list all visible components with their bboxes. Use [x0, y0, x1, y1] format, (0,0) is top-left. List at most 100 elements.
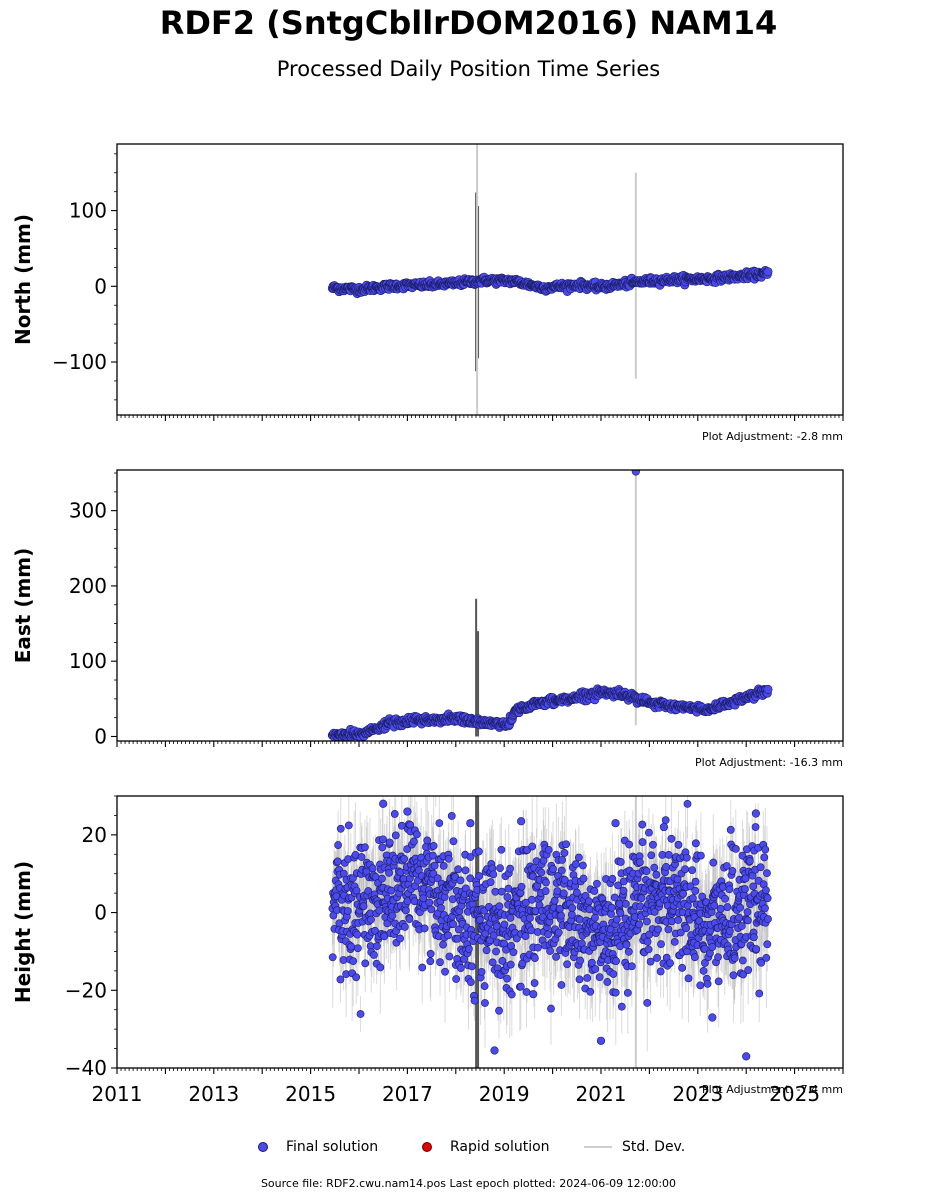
- x-tick-label: 2015: [285, 1082, 336, 1106]
- chart-subtitle: Processed Daily Position Time Series: [276, 57, 661, 81]
- final-solution-point: [674, 840, 683, 849]
- final-solution-outlier: [379, 799, 388, 808]
- final-solution-point: [722, 862, 731, 870]
- final-solution-point: [661, 816, 670, 825]
- final-solution-point: [379, 835, 387, 844]
- final-solution-point: [560, 849, 569, 857]
- final-solution-point: [444, 931, 452, 940]
- final-solution-point: [429, 851, 437, 860]
- final-solution-point: [591, 965, 600, 973]
- final-solution-point: [607, 903, 616, 912]
- final-solution-point: [726, 825, 735, 834]
- final-solution-point: [557, 866, 566, 875]
- final-solution-point: [356, 1010, 365, 1018]
- final-solution-point: [738, 956, 747, 965]
- final-solution-point: [537, 868, 546, 877]
- final-solution-point: [495, 1006, 503, 1015]
- final-solution-point: [352, 973, 361, 982]
- final-solution-point: [622, 940, 631, 949]
- final-solution-point: [500, 920, 509, 929]
- final-solution-point: [654, 925, 662, 934]
- final-solution-point: [595, 973, 604, 982]
- final-solution-point: [552, 952, 560, 961]
- y-tick-label: 0: [94, 901, 107, 925]
- final-solution-point: [616, 858, 625, 866]
- final-solution-point: [541, 887, 550, 895]
- final-solution-point: [563, 960, 572, 969]
- final-solution-point: [571, 860, 580, 869]
- final-solution-point: [467, 962, 476, 971]
- final-solution-point: [464, 945, 473, 953]
- final-solution-point: [688, 866, 697, 875]
- final-solution-point: [760, 853, 769, 862]
- final-solution-point: [449, 837, 458, 846]
- y-tick-label: 0: [94, 274, 107, 298]
- final-solution-point: [437, 904, 445, 912]
- final-solution-point: [575, 975, 584, 984]
- final-solution-point: [743, 908, 752, 916]
- x-tick-label: 2021: [576, 1082, 627, 1106]
- final-solution-point: [583, 974, 592, 982]
- final-solution-point: [353, 944, 362, 953]
- x-tick-label: 2023: [672, 1082, 723, 1106]
- y-tick-label: −20: [65, 978, 107, 1002]
- final-solution-point: [716, 904, 725, 913]
- final-solution-point: [445, 952, 454, 961]
- final-solution-point: [456, 964, 465, 972]
- final-solution-point: [647, 851, 656, 860]
- final-solution-point: [509, 948, 518, 957]
- final-solution-point: [390, 810, 399, 818]
- final-solution-point: [657, 940, 665, 949]
- final-solution-point: [409, 837, 418, 846]
- final-solution-point: [454, 865, 463, 874]
- final-solution-point: [528, 842, 537, 851]
- final-solution-point: [361, 843, 369, 852]
- final-solution-point: [575, 915, 584, 924]
- final-solution-point: [574, 853, 583, 862]
- final-solution-point: [744, 966, 753, 974]
- final-solution-point: [714, 953, 722, 962]
- final-solution-point: [560, 875, 569, 884]
- final-solution-point: [528, 895, 536, 904]
- final-solution-point: [388, 911, 397, 920]
- final-solution-point: [676, 928, 685, 937]
- final-solution-point: [652, 870, 661, 879]
- final-solution-point: [441, 967, 449, 976]
- final-solution-outlier: [490, 1046, 499, 1055]
- final-solution-point: [466, 853, 475, 861]
- final-solution-point: [423, 836, 432, 845]
- final-solution-point: [498, 956, 507, 965]
- final-solution-point: [436, 958, 444, 967]
- panel-north: −100 0 100 North (mm) Plot Adjustment: -2.8 …: [11, 143, 844, 443]
- final-solution-point: [701, 959, 709, 967]
- final-solution-point: [731, 845, 740, 853]
- plot-adjustment-label: Plot Adjustment: -16.3 mm: [695, 756, 843, 769]
- final-solution-point: [378, 843, 387, 852]
- final-solution-point: [554, 928, 563, 937]
- final-solution-point: [664, 925, 673, 934]
- final-solution-point: [409, 774, 416, 781]
- final-solution-point: [470, 996, 479, 1005]
- final-solution-point: [567, 910, 576, 919]
- final-solution-point: [481, 999, 489, 1007]
- source-footer: Source file: RDF2.cwu.nam14.pos Last epo…: [260, 1177, 677, 1190]
- final-solution-point: [429, 841, 438, 850]
- final-solution-point: [444, 854, 453, 863]
- x-tick-label: 2019: [479, 1082, 530, 1106]
- y-axis-label: North (mm): [11, 214, 35, 345]
- final-solution-point: [506, 864, 515, 873]
- final-solution-point: [696, 981, 705, 990]
- final-solution-point: [586, 987, 595, 996]
- final-solution-point: [735, 913, 744, 922]
- final-solution-point: [763, 684, 773, 694]
- final-solution-point: [420, 924, 429, 933]
- final-solution-point: [749, 882, 758, 891]
- final-solution-point: [329, 911, 338, 920]
- final-solution-point: [488, 958, 497, 967]
- final-solution-point: [454, 925, 463, 934]
- final-solution-point: [489, 870, 498, 879]
- final-solution-point: [678, 963, 687, 972]
- final-solution-point: [497, 845, 506, 854]
- final-solution-point: [682, 853, 691, 862]
- final-solution-point: [449, 920, 458, 929]
